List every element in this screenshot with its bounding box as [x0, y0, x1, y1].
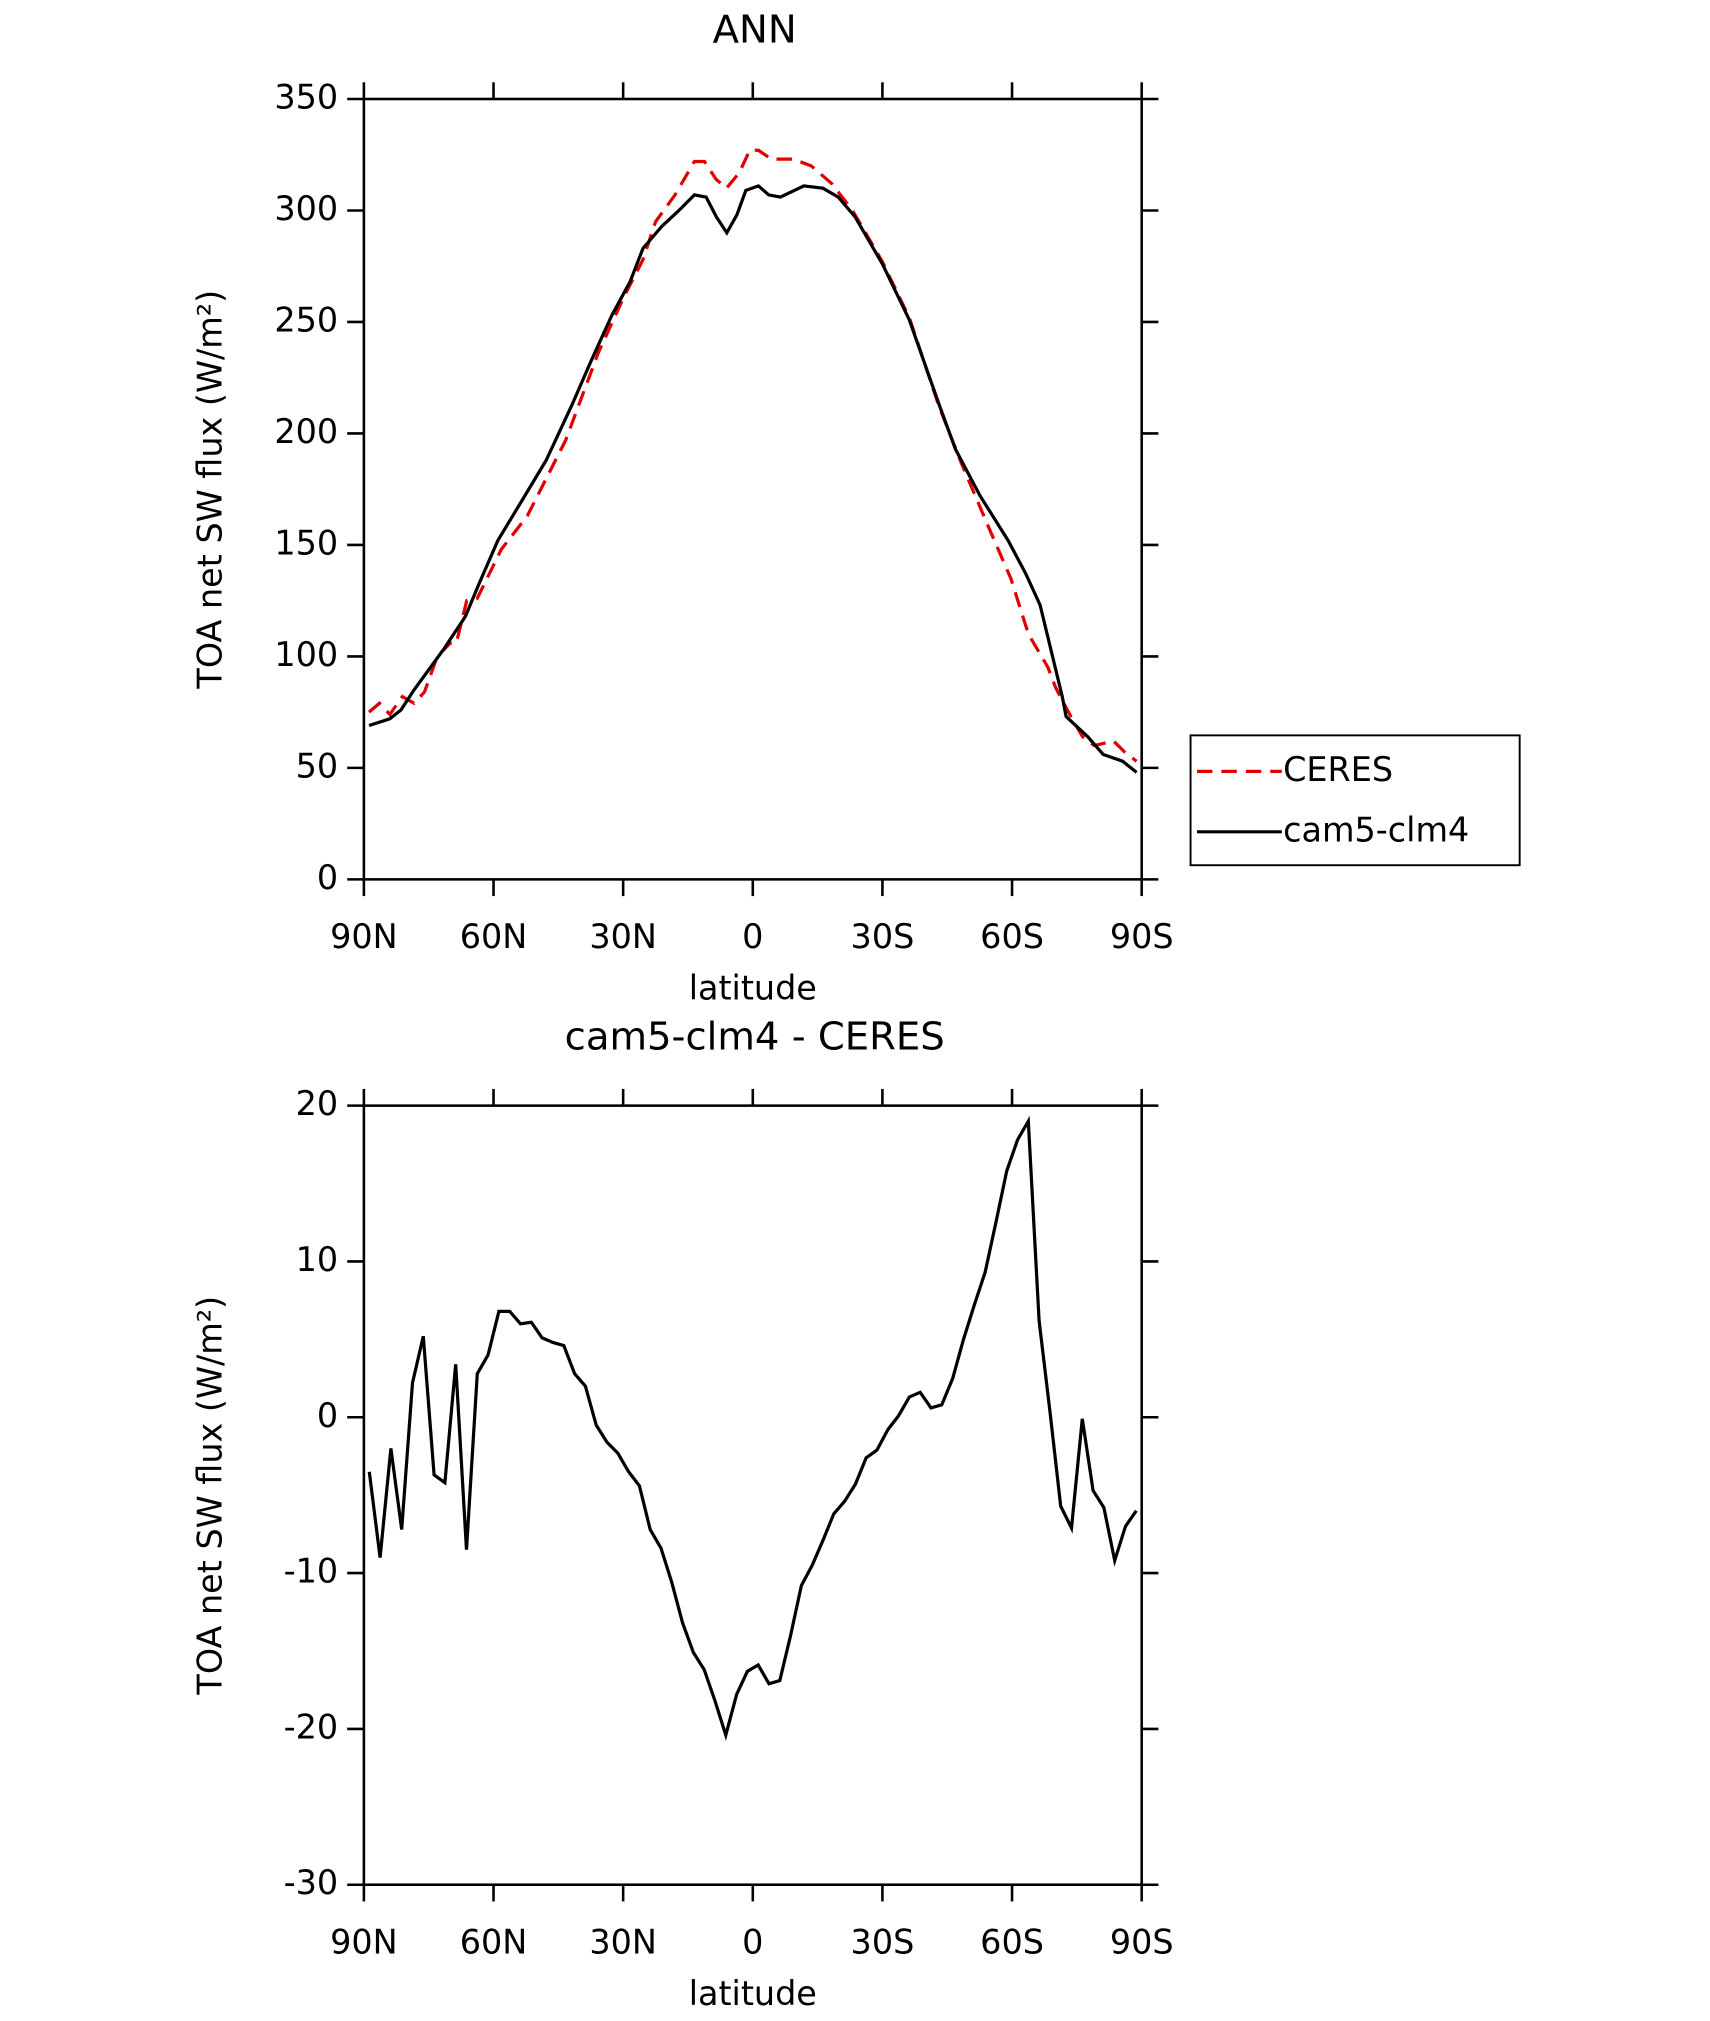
x-tick-label: 30N	[589, 917, 657, 956]
x-tick-label: 90N	[330, 917, 398, 956]
plot-frame	[362, 1104, 1143, 1887]
y-tick-label: 50	[296, 746, 339, 785]
y-tick-label: -10	[284, 1552, 339, 1591]
y-tick-label: 350	[274, 77, 338, 116]
x-tick-label: 90N	[330, 1922, 398, 1961]
y-tick-label: 100	[274, 635, 338, 674]
legend-label: CERES	[1283, 750, 1393, 789]
data-line	[367, 148, 1138, 763]
x-tick-label: 60S	[980, 917, 1044, 956]
x-axis-label: latitude	[689, 1974, 817, 2013]
y-tick-label: -30	[284, 1863, 339, 1902]
x-tick-label: 90S	[1110, 1922, 1174, 1961]
x-tick-label: 30S	[851, 1922, 915, 1961]
y-axis-label: TOA net SW flux (W/m²)	[191, 1296, 230, 1696]
chart-title: cam5-clm4 - CERES	[565, 1014, 945, 1059]
y-tick-label: 10	[296, 1240, 339, 1279]
x-tick-label: 0	[742, 917, 763, 956]
chart-title: ANN	[713, 8, 797, 53]
data-line	[368, 184, 1138, 774]
y-tick-label: 0	[317, 858, 338, 897]
legend-label: cam5-clm4	[1283, 810, 1469, 849]
legend-box	[1189, 734, 1521, 867]
x-tick-label: 60S	[980, 1922, 1044, 1961]
y-tick-label: 200	[274, 412, 338, 451]
x-tick-label: 30N	[589, 1922, 657, 1961]
data-line	[367, 1115, 1138, 1741]
y-tick-label: 300	[274, 189, 338, 228]
x-tick-label: 90S	[1110, 917, 1174, 956]
y-tick-label: 0	[317, 1396, 338, 1435]
plot-frame	[362, 97, 1143, 881]
y-tick-label: 150	[274, 523, 338, 562]
x-axis-label: latitude	[689, 968, 817, 1007]
y-tick-label: -20	[284, 1707, 339, 1746]
y-tick-label: 250	[274, 300, 338, 339]
x-tick-label: 60N	[460, 1922, 528, 1961]
y-axis-label: TOA net SW flux (W/m²)	[191, 290, 230, 690]
y-tick-label: 20	[296, 1084, 339, 1123]
x-tick-label: 30S	[851, 917, 915, 956]
x-tick-label: 0	[742, 1922, 763, 1961]
x-tick-label: 60N	[460, 917, 528, 956]
